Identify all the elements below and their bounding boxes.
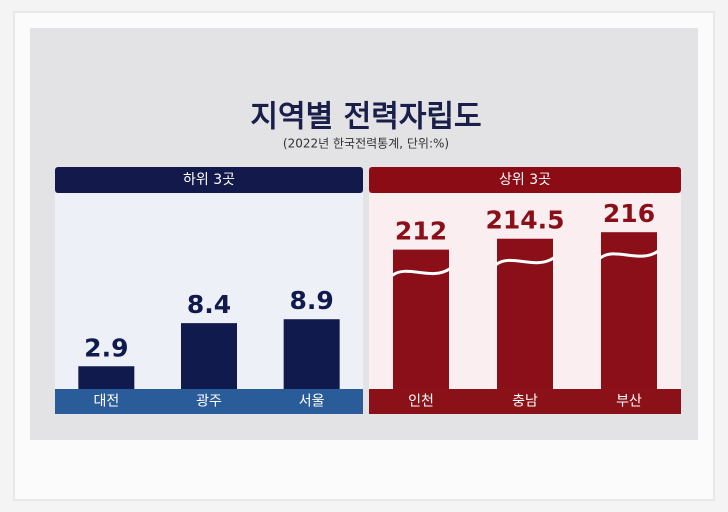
- value-label: 216: [603, 199, 655, 228]
- chart-title: 지역별 전력자립도: [250, 100, 481, 135]
- x-tick-label: 부산: [616, 394, 642, 410]
- chart-subtitle: (2022년 한국전력통계, 단위:%): [283, 137, 449, 151]
- x-tick-label: 광주: [196, 394, 222, 410]
- bar: [283, 319, 340, 389]
- panel-title: 상위 3곳: [499, 172, 551, 188]
- value-label: 214.5: [485, 206, 564, 235]
- bar: [601, 232, 657, 389]
- panel-title: 하위 3곳: [183, 172, 235, 188]
- value-label: 8.9: [290, 286, 334, 315]
- category-strip: [369, 389, 681, 414]
- x-tick-label: 대전: [93, 394, 119, 410]
- axis-break: [599, 249, 659, 260]
- x-tick-label: 충남: [512, 394, 538, 410]
- x-tick-label: 인천: [408, 394, 434, 410]
- panel-header: [369, 167, 681, 193]
- axis-break: [495, 256, 555, 267]
- panel-header: [55, 167, 363, 193]
- value-label: 8.4: [187, 290, 231, 319]
- category-strip: [55, 389, 363, 414]
- axis-break: [391, 267, 451, 277]
- bar: [497, 238, 553, 389]
- bar: [181, 323, 237, 389]
- x-tick-label: 서울: [299, 394, 325, 410]
- bar: [78, 366, 135, 389]
- value-label: 2.9: [84, 333, 128, 362]
- value-label: 212: [395, 217, 447, 246]
